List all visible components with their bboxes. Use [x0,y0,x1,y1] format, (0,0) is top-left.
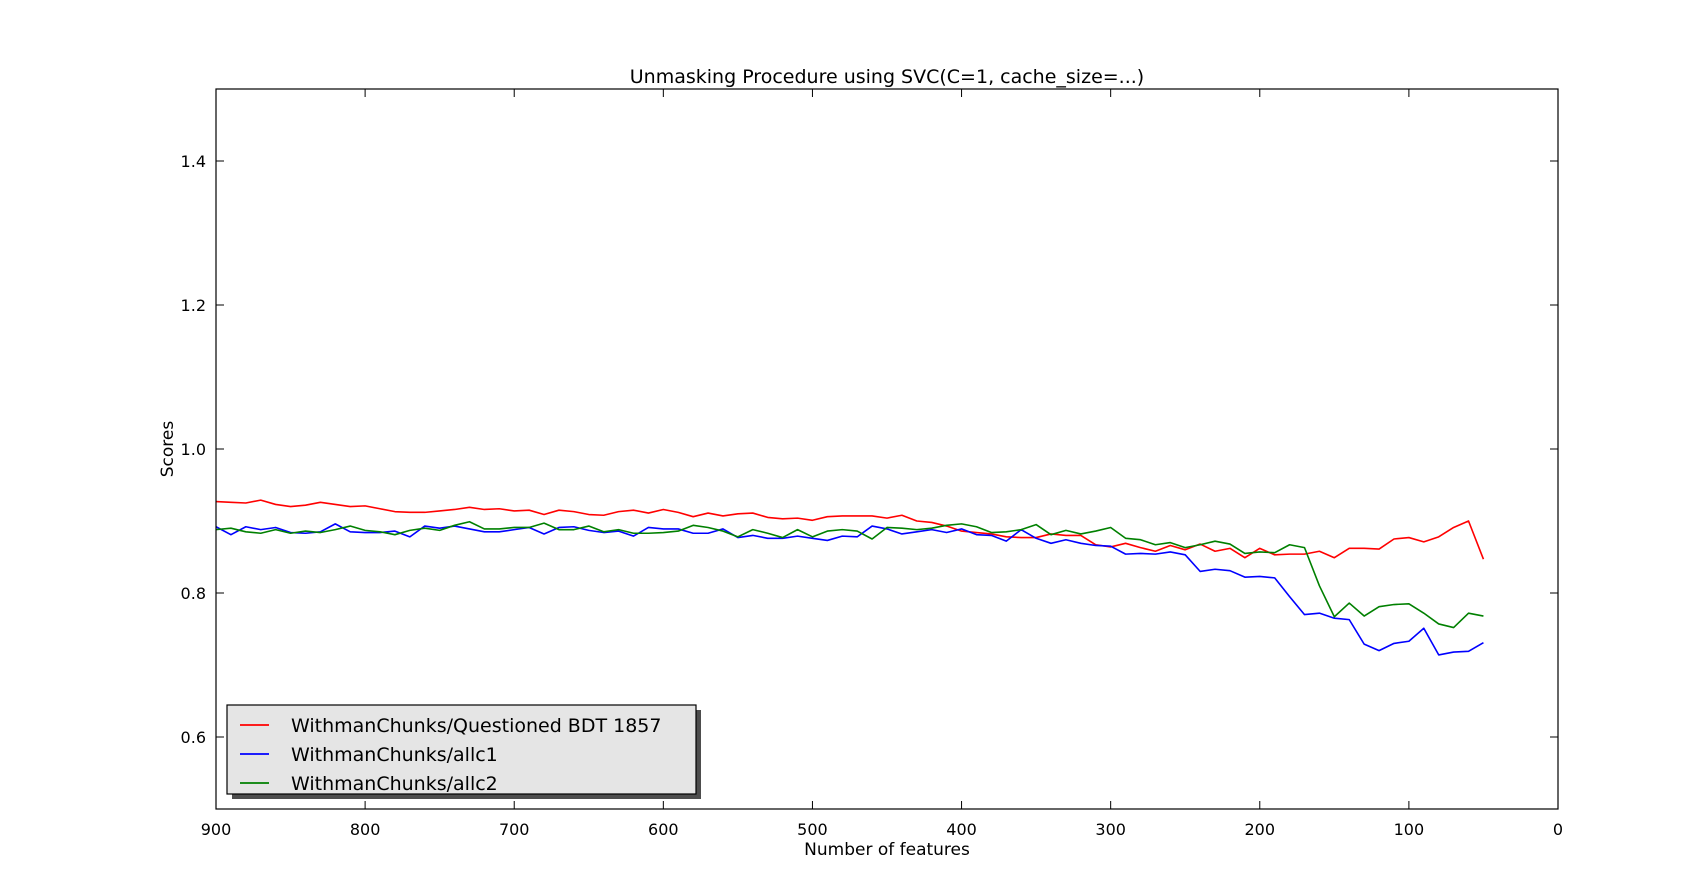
plot-area [216,89,1558,809]
x-tick-label: 800 [350,820,381,839]
x-tick-label: 0 [1553,820,1563,839]
x-axis-ticks: 900 800 700 600 500 400 300 200 100 0 [201,89,1563,839]
series-line-2 [215,523,1484,656]
series-layer [215,499,1485,656]
y-axis-label: Scores [158,421,178,478]
x-tick-label: 200 [1245,820,1276,839]
x-tick-label: 600 [648,820,679,839]
x-tick-label: 900 [201,820,232,839]
legend-items: WithmanChunks/Questioned BDT 1857 Withman… [240,715,661,795]
y-tick-label: 0.8 [181,584,206,603]
x-axis-label: Number of features [804,840,970,860]
y-tick-label: 0.6 [181,728,206,747]
legend-box [226,704,697,795]
chart-title: Unmasking Procedure using SVC(C=1, cache… [630,66,1144,88]
x-tick-label: 700 [499,820,530,839]
y-axis-ticks: 0.6 0.8 1.0 1.2 1.4 [181,152,1558,747]
y-tick-label: 1.0 [181,440,206,459]
y-tick-label: 1.4 [181,152,206,171]
x-tick-label: 300 [1095,820,1126,839]
x-tick-label: 400 [946,820,977,839]
series-line-1 [215,499,1485,560]
legend: WithmanChunks/Questioned BDT 1857 Withman… [226,704,701,799]
series-line-3 [215,520,1484,629]
legend-label-3: WithmanChunks/allc2 [291,773,498,795]
legend-label-2: WithmanChunks/allc1 [291,744,498,766]
x-tick-label: 100 [1394,820,1425,839]
x-tick-label: 500 [797,820,828,839]
legend-label-1: WithmanChunks/Questioned BDT 1857 [291,715,661,737]
y-tick-label: 1.2 [181,296,206,315]
